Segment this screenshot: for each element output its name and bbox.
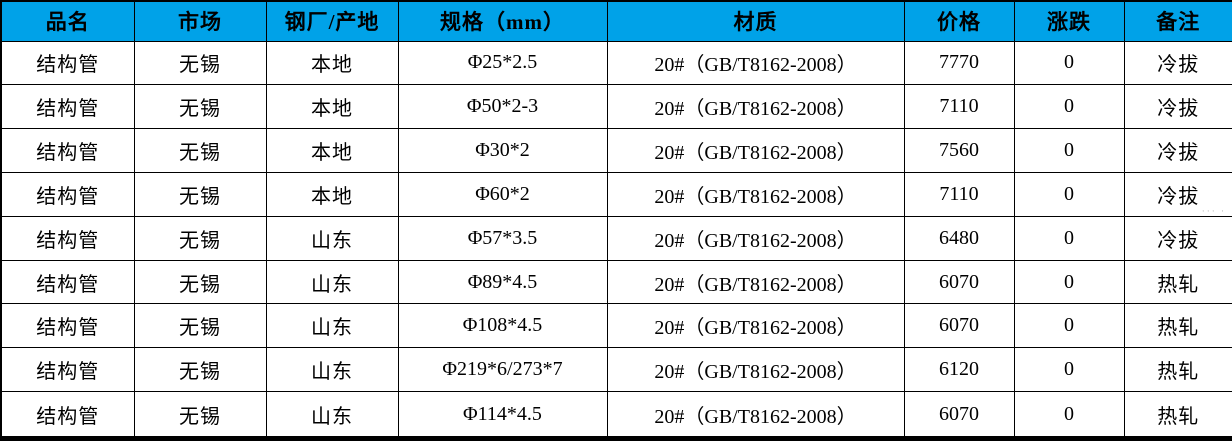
cell-change: 0 bbox=[1013, 391, 1125, 439]
cell-market: 无锡 bbox=[133, 347, 267, 393]
cell-mill-origin: 山东 bbox=[265, 303, 399, 349]
cell-product-name: 结构管 bbox=[0, 347, 135, 393]
cell-spec-mm: Φ89*4.5 bbox=[397, 259, 608, 305]
cell-product-name: 结构管 bbox=[0, 84, 135, 130]
cell-market: 无锡 bbox=[133, 259, 267, 305]
cell-market: 无锡 bbox=[133, 391, 267, 439]
cell-note: 冷拔 bbox=[1123, 84, 1232, 130]
cell-note: 热轧 bbox=[1123, 259, 1232, 305]
cell-price: 6070 bbox=[903, 303, 1015, 349]
cell-price: 7110 bbox=[903, 84, 1015, 130]
cell-change: 0 bbox=[1013, 128, 1125, 173]
cell-material: 20#（GB/T8162-2008） bbox=[606, 215, 905, 261]
cell-material: 20#（GB/T8162-2008） bbox=[606, 259, 905, 305]
cell-product-name: 结构管 bbox=[0, 128, 135, 173]
cell-note: 冷拔 bbox=[1123, 128, 1232, 173]
cell-note: 热轧 bbox=[1123, 347, 1232, 393]
cell-product-name: 结构管 bbox=[0, 215, 135, 261]
cell-spec-mm: Φ114*4.5 bbox=[397, 391, 608, 439]
cell-change: 0 bbox=[1013, 84, 1125, 130]
cell-note: 热轧 bbox=[1123, 391, 1232, 439]
cell-market: 无锡 bbox=[133, 128, 267, 173]
cell-material: 20#（GB/T8162-2008） bbox=[606, 347, 905, 393]
table-row: 结构管 无锡 本地 Φ60*2 20#（GB/T8162-2008） 7110 0 冷拔 bbox=[0, 171, 1232, 217]
cell-spec-mm: Φ57*3.5 bbox=[397, 215, 608, 261]
cell-change: 0 bbox=[1013, 40, 1125, 86]
cell-note: 冷拔 bbox=[1123, 40, 1232, 86]
cell-change: 0 bbox=[1013, 171, 1125, 217]
cell-spec-mm: Φ60*2 bbox=[397, 171, 608, 217]
table-row: 结构管 无锡 本地 Φ30*2 20#（GB/T8162-2008） 7560 0 冷拔 bbox=[0, 128, 1232, 173]
cell-change: 0 bbox=[1013, 303, 1125, 349]
table-row: 结构管 无锡 山东 Φ114*4.5 20#（GB/T8162-2008） 6070 0 热轧 bbox=[0, 391, 1232, 439]
cell-product-name: 结构管 bbox=[0, 171, 135, 217]
column-header-mill-origin: 钢厂/产地 bbox=[265, 0, 399, 42]
cell-note: 热轧 bbox=[1123, 303, 1232, 349]
cell-market: 无锡 bbox=[133, 171, 267, 217]
cell-mill-origin: 山东 bbox=[265, 215, 399, 261]
cell-product-name: 结构管 bbox=[0, 303, 135, 349]
cell-mill-origin: 本地 bbox=[265, 171, 399, 217]
table-row: 结构管 无锡 山东 Φ219*6/273*7 20#（GB/T8162-2008） 612… bbox=[0, 347, 1232, 393]
column-header-change: 涨跌 bbox=[1013, 0, 1125, 42]
column-header-note: 备注 bbox=[1123, 0, 1232, 42]
cell-spec-mm: Φ50*2-3 bbox=[397, 84, 608, 130]
cell-material: 20#（GB/T8162-2008） bbox=[606, 171, 905, 217]
cell-spec-mm: Φ30*2 bbox=[397, 128, 608, 173]
cell-mill-origin: 本地 bbox=[265, 40, 399, 86]
cell-price: 6070 bbox=[903, 259, 1015, 305]
table-row: 结构管 无锡 山东 Φ57*3.5 20#（GB/T8162-2008） 6480 0 冷拔 bbox=[0, 215, 1232, 261]
cell-material: 20#（GB/T8162-2008） bbox=[606, 40, 905, 86]
cell-market: 无锡 bbox=[133, 84, 267, 130]
table-body: 结构管 无锡 本地 Φ25*2.5 20#（GB/T8162-2008） 7770 0 冷拔结… bbox=[0, 40, 1232, 439]
cell-product-name: 结构管 bbox=[0, 40, 135, 86]
cell-note: 冷拔 bbox=[1123, 215, 1232, 261]
cell-material: 20#（GB/T8162-2008） bbox=[606, 128, 905, 173]
cell-material: 20#（GB/T8162-2008） bbox=[606, 303, 905, 349]
column-header-material: 材质 bbox=[606, 0, 905, 42]
cell-spec-mm: Φ25*2.5 bbox=[397, 40, 608, 86]
cell-market: 无锡 bbox=[133, 40, 267, 86]
cell-change: 0 bbox=[1013, 215, 1125, 261]
cell-material: 20#（GB/T8162-2008） bbox=[606, 391, 905, 439]
header-row: 品名 市场 钢厂/产地 规格（mm） 材质 价格 涨跌 备注 bbox=[0, 0, 1232, 42]
cell-price: 7110 bbox=[903, 171, 1015, 217]
table-row: 结构管 无锡 本地 Φ50*2-3 20#（GB/T8162-2008） 7110 0 冷拔 bbox=[0, 84, 1232, 130]
cell-change: 0 bbox=[1013, 347, 1125, 393]
cell-product-name: 结构管 bbox=[0, 391, 135, 439]
cell-material: 20#（GB/T8162-2008） bbox=[606, 84, 905, 130]
cell-market: 无锡 bbox=[133, 303, 267, 349]
cell-mill-origin: 山东 bbox=[265, 347, 399, 393]
table-row: 结构管 无锡 山东 Φ108*4.5 20#（GB/T8162-2008） 6070 0 热轧 bbox=[0, 303, 1232, 349]
column-header-market: 市场 bbox=[133, 0, 267, 42]
cell-mill-origin: 本地 bbox=[265, 128, 399, 173]
cell-price: 6480 bbox=[903, 215, 1015, 261]
cell-mill-origin: 山东 bbox=[265, 391, 399, 439]
column-header-product-name: 品名 bbox=[0, 0, 135, 42]
cell-change: 0 bbox=[1013, 259, 1125, 305]
cell-price: 6120 bbox=[903, 347, 1015, 393]
cell-price: 7560 bbox=[903, 128, 1015, 173]
column-header-spec-mm: 规格（mm） bbox=[397, 0, 608, 42]
cell-price: 6070 bbox=[903, 391, 1015, 439]
table-row: 结构管 无锡 本地 Φ25*2.5 20#（GB/T8162-2008） 7770 0 冷拔 bbox=[0, 40, 1232, 86]
cell-mill-origin: 本地 bbox=[265, 84, 399, 130]
cell-spec-mm: Φ219*6/273*7 bbox=[397, 347, 608, 393]
cell-product-name: 结构管 bbox=[0, 259, 135, 305]
cell-note: 冷拔 bbox=[1123, 171, 1232, 217]
cell-price: 7770 bbox=[903, 40, 1015, 86]
cell-market: 无锡 bbox=[133, 215, 267, 261]
table-row: 结构管 无锡 山东 Φ89*4.5 20#（GB/T8162-2008） 6070 0 热轧 bbox=[0, 259, 1232, 305]
cell-mill-origin: 山东 bbox=[265, 259, 399, 305]
cell-spec-mm: Φ108*4.5 bbox=[397, 303, 608, 349]
column-header-price: 价格 bbox=[903, 0, 1015, 42]
